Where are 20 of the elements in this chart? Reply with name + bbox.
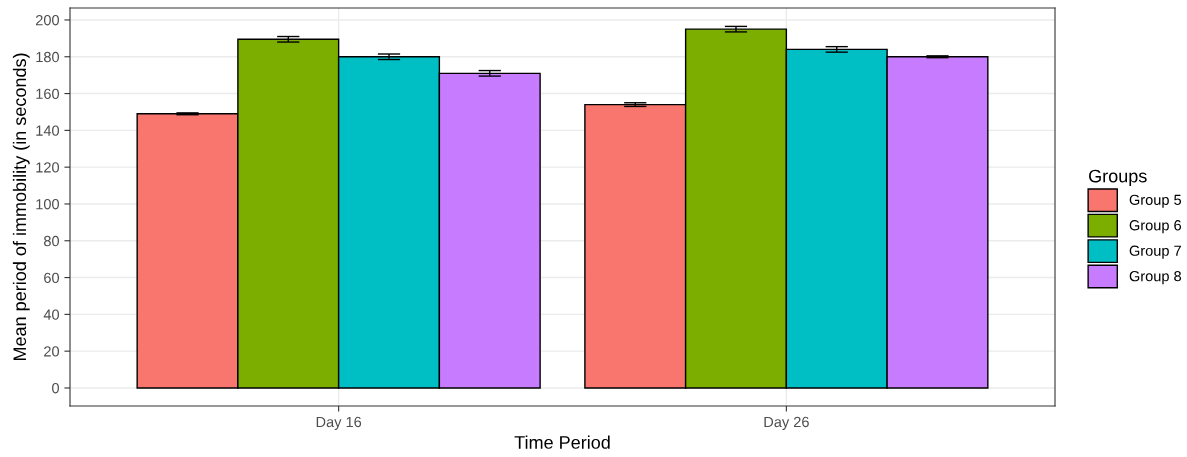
y-tick-label: 180: [36, 51, 60, 63]
legend-label: Group 6: [1129, 220, 1182, 234]
y-tick-label: 100: [36, 199, 60, 210]
y-tick-label: 60: [44, 272, 60, 283]
y-tick-label: 120: [36, 162, 60, 173]
y-tick-label: 0: [52, 383, 60, 394]
x-axis-title: Time Period: [514, 435, 610, 449]
y-axis-title: Mean period of immobility (in seconds): [12, 53, 30, 361]
y-tick-label: 40: [43, 309, 60, 320]
y-tick-label: 80: [44, 235, 60, 247]
x-tick-label: Day 26: [764, 416, 809, 431]
x-tick-label: Day 16: [316, 416, 362, 431]
y-tick-label: 140: [36, 125, 60, 136]
y-tick-label: 160: [36, 88, 60, 99]
legend-label: Group 7: [1129, 245, 1181, 259]
y-tick-label: 20: [44, 346, 60, 357]
legend-label: Group 8: [1129, 270, 1182, 285]
legend-title: Groups: [1089, 169, 1147, 187]
legend-label: Group 5: [1129, 194, 1182, 208]
y-tick-label: 200: [35, 15, 60, 26]
